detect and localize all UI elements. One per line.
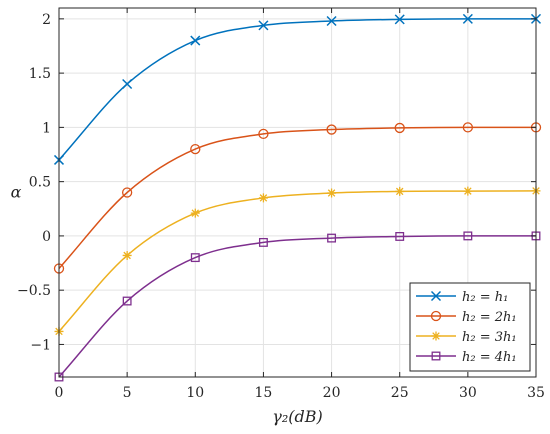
square-marker (327, 233, 337, 243)
square-marker (190, 253, 200, 263)
legend-label: h₂ = 4h₁ (462, 350, 517, 365)
y-tick-label: 1.5 (29, 66, 51, 82)
series-line (58, 126, 536, 269)
circle-marker (121, 187, 133, 198)
x-tick-label: 15 (255, 385, 273, 401)
y-tick-label: −1 (30, 337, 51, 353)
x-marker (430, 290, 442, 302)
x-marker (258, 20, 269, 31)
asterisk-marker (190, 208, 200, 218)
legend-item: h₂ = h₁ (416, 290, 508, 305)
axis-ticks: 0 5 10 15 20 25 30 35 −1 −0.5 0 0.5 1 1.5 2 (17, 8, 545, 401)
plot-frame (58, 7, 537, 378)
x-tick-label: 35 (527, 385, 545, 401)
x-tick-label: 5 (123, 385, 132, 401)
circle-marker (190, 143, 201, 155)
legend-item: h₂ = 4h₁ (416, 350, 517, 365)
x-marker (190, 35, 201, 46)
asterisk-marker (463, 186, 473, 196)
circle-marker (430, 310, 442, 322)
x-tick-label: 0 (55, 385, 64, 401)
y-tick-label: 1 (42, 120, 51, 136)
legend-item: h₂ = 2h₁ (416, 310, 517, 325)
series (53, 122, 542, 274)
legend-label: h₂ = 2h₁ (462, 310, 517, 325)
legend-item: h₂ = 3h₁ (416, 330, 517, 345)
circle-marker (326, 124, 337, 135)
asterisk-marker (122, 250, 132, 260)
x-axis-label: γ₂(dB) (272, 407, 322, 426)
square-marker (463, 231, 473, 241)
square-marker (431, 351, 441, 361)
x-marker (326, 15, 337, 27)
x-marker (394, 14, 405, 25)
circle-marker (462, 122, 474, 133)
x-tick-label: 20 (323, 385, 341, 401)
x-marker (462, 13, 473, 24)
x-tick-label: 30 (459, 385, 477, 401)
series (53, 13, 542, 165)
circle-marker (394, 122, 405, 134)
y-tick-label: 0.5 (29, 175, 51, 191)
y-tick-label: 0 (42, 229, 51, 245)
legend-label: h₂ = 3h₁ (462, 330, 517, 345)
x-tick-label: 25 (391, 385, 409, 401)
square-marker (395, 232, 405, 241)
y-axis-label: α (11, 183, 22, 202)
x-tick-label: 10 (186, 385, 204, 401)
square-marker (258, 237, 268, 247)
y-tick-label: −0.5 (17, 283, 51, 299)
x-marker (122, 78, 133, 90)
legend: h₂ = h₁ h₂ = 2h₁ h₂ = 3h₁ h₂ = 4h₁ (409, 282, 531, 372)
series-line (58, 235, 536, 378)
asterisk-marker (327, 188, 337, 198)
asterisk-marker (395, 186, 405, 196)
y-tick-label: 2 (42, 12, 51, 28)
circle-marker (258, 128, 269, 140)
asterisk-marker (258, 193, 268, 203)
legend-label: h₂ = h₁ (462, 290, 508, 305)
square-marker (122, 296, 132, 306)
asterisk-marker (431, 331, 441, 341)
